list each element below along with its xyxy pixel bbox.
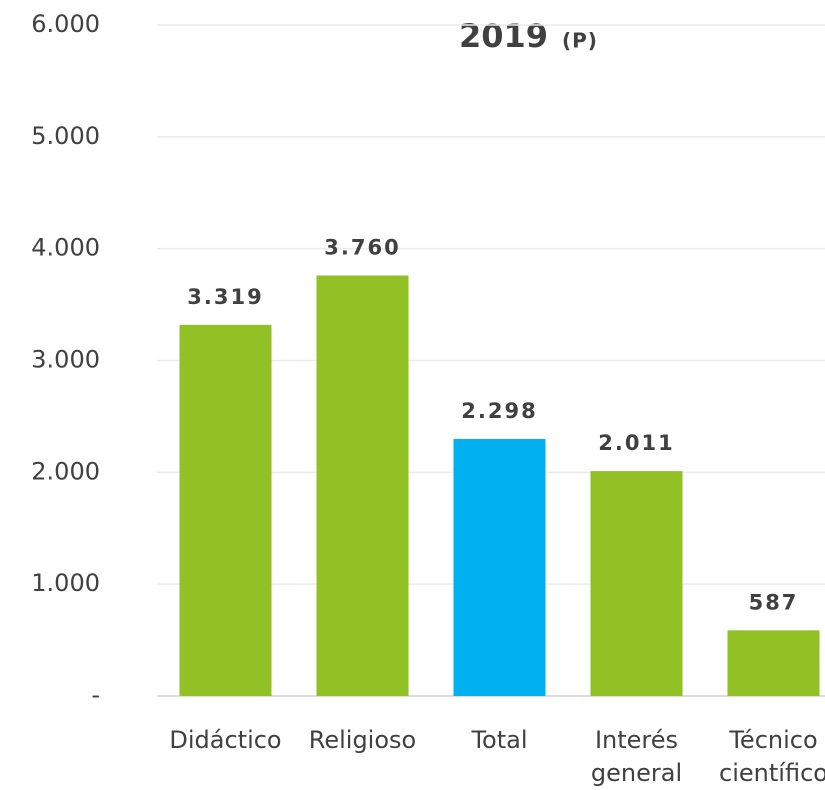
y-tick-label: 1.000: [31, 569, 100, 597]
x-tick-label: Religioso: [309, 726, 416, 754]
y-tick-label: 6.000: [31, 10, 100, 38]
x-tick-line: Total: [470, 726, 527, 754]
y-tick-label: -: [91, 681, 100, 709]
y-tick-label: 3.000: [31, 346, 100, 374]
bar: [727, 630, 820, 696]
x-tick-label: Técnico científico: [719, 726, 825, 787]
bar: [316, 275, 409, 696]
chart-title: 2019: [459, 17, 548, 55]
y-tick-label: 2.000: [31, 457, 100, 485]
x-tick-line: científico: [719, 759, 825, 787]
x-tick-label: Interés general: [591, 726, 682, 787]
y-tick-label: 4.000: [31, 234, 100, 262]
value-label: 3.319: [187, 285, 263, 309]
x-tick-line: general: [591, 759, 682, 787]
bar: [179, 324, 272, 696]
value-label: 3.760: [324, 236, 400, 260]
bar: [453, 439, 546, 696]
x-tick-line: Técnico: [728, 726, 817, 754]
value-label: 587: [749, 590, 799, 614]
x-tick-label: Didáctico: [169, 726, 281, 754]
x-tick-line: Interés: [595, 726, 678, 754]
title-note: (P): [562, 29, 598, 53]
x-tick-line: Didáctico: [169, 726, 281, 754]
y-tick-label: 5.000: [31, 122, 100, 150]
x-tick-label: Total: [470, 726, 527, 754]
value-label: 2.298: [461, 399, 537, 423]
bar: [590, 471, 683, 696]
value-label: 2.011: [598, 431, 674, 455]
x-tick-line: Religioso: [309, 726, 416, 754]
